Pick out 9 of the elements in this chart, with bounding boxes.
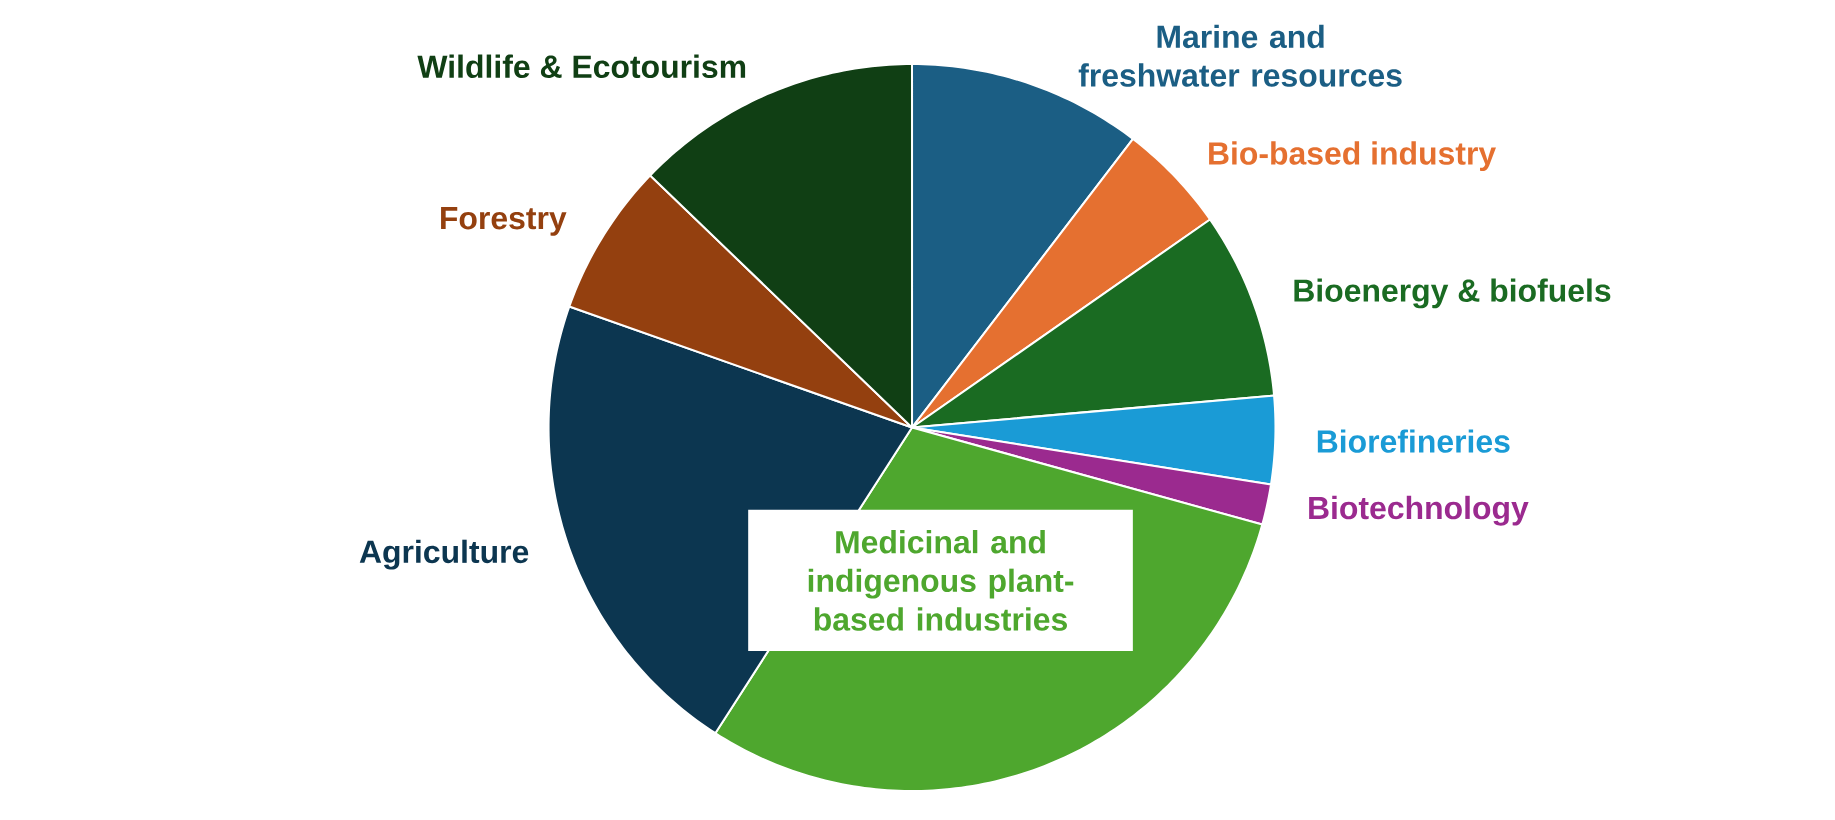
slice-label: Bioenergy & biofuels [1294, 278, 1611, 309]
slice-label: Marine and freshwater resources [1078, 24, 1402, 87]
slice-label: Medicinal and indigenous plant-based industries [808, 530, 1074, 631]
slice-label: Biotechnology [1309, 495, 1529, 526]
slice-label: Biorefineries [1317, 429, 1510, 453]
slice-label: Bio-based industry [1209, 141, 1496, 172]
slice-label: Forestry [441, 207, 567, 236]
slice-label: Agriculture [359, 539, 529, 570]
slice-label: Wildlife & Ecotourism [417, 54, 746, 79]
